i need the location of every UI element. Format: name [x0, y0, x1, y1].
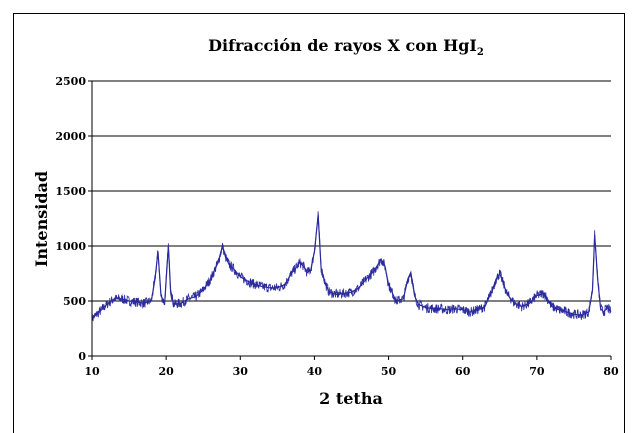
x-tick-label-10: 10	[84, 365, 100, 378]
x-tick-label-80: 80	[603, 365, 619, 378]
y-tick-label-0: 0	[78, 350, 86, 363]
series-layer	[91, 211, 612, 324]
y-tick-label-2500: 2500	[55, 75, 86, 88]
y-tick-label-1500: 1500	[55, 185, 86, 198]
x-tick-label-60: 60	[455, 365, 471, 378]
x-tick-label-70: 70	[529, 365, 545, 378]
x-tick-label-20: 20	[158, 365, 174, 378]
chart-title-text: Difracción de rayos X con HgI	[208, 36, 477, 55]
x-tick-labels: 10 20 30 40 50 60 70 80	[84, 365, 619, 378]
y-tick-label-1000: 1000	[55, 240, 86, 253]
chart-title-subscript: 2	[477, 47, 484, 58]
x-tick-label-30: 30	[233, 365, 249, 378]
x-tick-label-40: 40	[307, 365, 323, 378]
y-tick-label-500: 500	[63, 295, 86, 308]
chart-frame	[13, 13, 625, 433]
y-axis-label: Intensidad	[32, 171, 51, 267]
y-tick-labels: 0 500 1000 1500 2000 2500	[55, 75, 86, 363]
series-noise-0	[91, 211, 612, 324]
x-tick-label-50: 50	[381, 365, 397, 378]
y-tick-label-2000: 2000	[55, 130, 86, 143]
x-axis-label: 2 tetha	[319, 389, 383, 408]
axes	[88, 80, 612, 360]
chart-title: Difracción de rayos X con HgI2	[208, 36, 484, 58]
